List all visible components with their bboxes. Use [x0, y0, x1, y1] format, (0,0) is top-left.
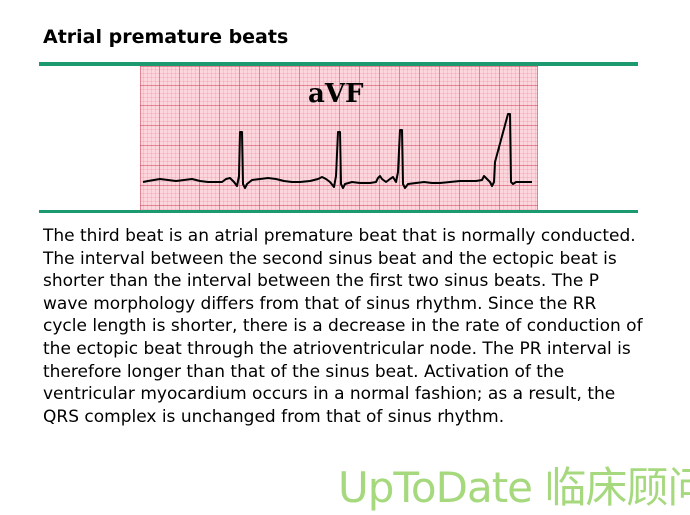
ecg-strip: aVF — [140, 66, 538, 211]
bottom-divider — [39, 210, 638, 213]
lead-label: aVF — [308, 79, 364, 109]
watermark-uptodate: UpToDate 临床顾问 — [338, 463, 690, 512]
ecg-description: The third beat is an atrial premature be… — [43, 226, 643, 427]
page-title: Atrial premature beats — [43, 26, 289, 48]
ecg-grid — [140, 66, 538, 211]
top-divider — [39, 62, 638, 66]
ecg-trace — [142, 113, 532, 189]
